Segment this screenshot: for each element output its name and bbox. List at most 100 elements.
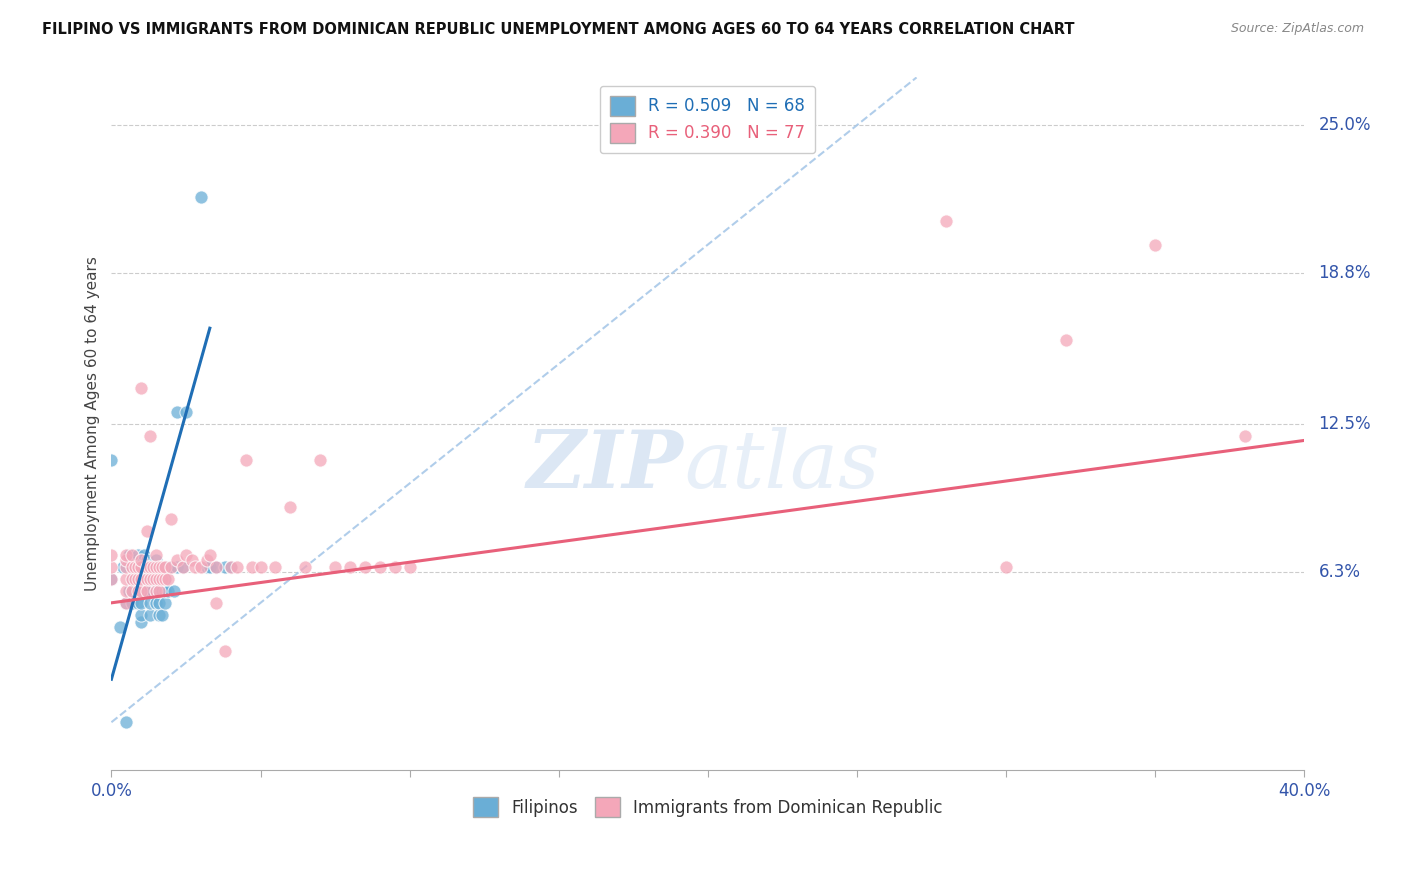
Point	[184, 560, 207, 574]
Legend: Filipinos, Immigrants from Dominican Republic: Filipinos, Immigrants from Dominican Rep…	[467, 790, 949, 824]
Point	[935, 213, 957, 227]
Point	[115, 553, 138, 567]
Point	[163, 583, 186, 598]
Point	[124, 572, 146, 586]
Point	[127, 560, 149, 574]
Point	[150, 607, 173, 622]
Point	[121, 572, 143, 586]
Point	[142, 572, 165, 586]
Point	[136, 572, 159, 586]
Point	[136, 553, 159, 567]
Point	[115, 596, 138, 610]
Point	[127, 572, 149, 586]
Y-axis label: Unemployment Among Ages 60 to 64 years: Unemployment Among Ages 60 to 64 years	[86, 256, 100, 591]
Point	[115, 548, 138, 562]
Point	[142, 560, 165, 574]
Point	[354, 560, 377, 574]
Point	[129, 560, 152, 574]
Point	[129, 583, 152, 598]
Point	[1054, 333, 1077, 347]
Point	[384, 560, 406, 574]
Point	[294, 560, 316, 574]
Point	[145, 572, 167, 586]
Point	[129, 607, 152, 622]
Point	[148, 560, 170, 574]
Point	[398, 560, 420, 574]
Point	[129, 553, 152, 567]
Point	[309, 452, 332, 467]
Point	[121, 560, 143, 574]
Point	[157, 560, 180, 574]
Point	[214, 560, 236, 574]
Point	[160, 512, 183, 526]
Point	[235, 452, 257, 467]
Point	[142, 583, 165, 598]
Point	[129, 572, 152, 586]
Point	[115, 560, 138, 574]
Point	[166, 405, 188, 419]
Point	[339, 560, 361, 574]
Point	[157, 572, 180, 586]
Point	[219, 560, 242, 574]
Point	[134, 583, 156, 598]
Point	[118, 548, 141, 562]
Point	[160, 560, 183, 574]
Point	[121, 596, 143, 610]
Point	[1144, 237, 1167, 252]
Point	[115, 596, 138, 610]
Point	[148, 560, 170, 574]
Text: ZIP: ZIP	[527, 426, 683, 504]
Point	[118, 583, 141, 598]
Point	[323, 560, 346, 574]
Point	[145, 560, 167, 574]
Point	[139, 572, 162, 586]
Point	[153, 560, 176, 574]
Point	[136, 583, 159, 598]
Point	[214, 643, 236, 657]
Text: 6.3%: 6.3%	[1319, 563, 1361, 581]
Point	[127, 596, 149, 610]
Point	[166, 560, 188, 574]
Text: atlas: atlas	[683, 426, 879, 504]
Point	[121, 583, 143, 598]
Point	[100, 572, 122, 586]
Point	[127, 560, 149, 574]
Point	[145, 583, 167, 598]
Point	[204, 560, 226, 574]
Point	[153, 572, 176, 586]
Point	[129, 596, 152, 610]
Point	[195, 553, 218, 567]
Point	[127, 583, 149, 598]
Point	[136, 583, 159, 598]
Point	[115, 715, 138, 730]
Point	[148, 583, 170, 598]
Point	[148, 572, 170, 586]
Point	[204, 560, 226, 574]
Point	[129, 572, 152, 586]
Text: Source: ZipAtlas.com: Source: ZipAtlas.com	[1230, 22, 1364, 36]
Point	[145, 548, 167, 562]
Point	[240, 560, 263, 574]
Point	[174, 548, 197, 562]
Point	[145, 576, 167, 591]
Point	[145, 553, 167, 567]
Point	[139, 560, 162, 574]
Point	[148, 607, 170, 622]
Point	[136, 524, 159, 538]
Point	[139, 596, 162, 610]
Point	[115, 572, 138, 586]
Point	[148, 572, 170, 586]
Point	[100, 572, 122, 586]
Point	[124, 560, 146, 574]
Point	[115, 583, 138, 598]
Point	[219, 560, 242, 574]
Point	[142, 560, 165, 574]
Point	[278, 500, 301, 515]
Text: 25.0%: 25.0%	[1319, 116, 1371, 134]
Point	[129, 560, 152, 574]
Point	[121, 560, 143, 574]
Point	[153, 596, 176, 610]
Point	[129, 615, 152, 629]
Point	[166, 553, 188, 567]
Point	[139, 572, 162, 586]
